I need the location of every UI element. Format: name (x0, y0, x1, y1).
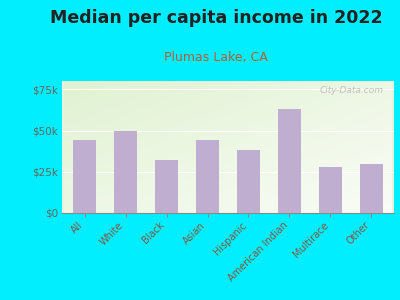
Bar (196, 140, 219, 213)
Bar (278, 109, 301, 213)
Bar (114, 131, 138, 213)
Bar (155, 160, 178, 213)
Bar (237, 150, 260, 213)
Text: City-Data.com: City-Data.com (320, 86, 384, 95)
Text: Median per capita income in 2022: Median per capita income in 2022 (50, 9, 382, 27)
Text: Plumas Lake, CA: Plumas Lake, CA (164, 51, 268, 64)
Bar (360, 164, 383, 213)
Bar (73, 140, 96, 213)
Bar (318, 167, 342, 213)
